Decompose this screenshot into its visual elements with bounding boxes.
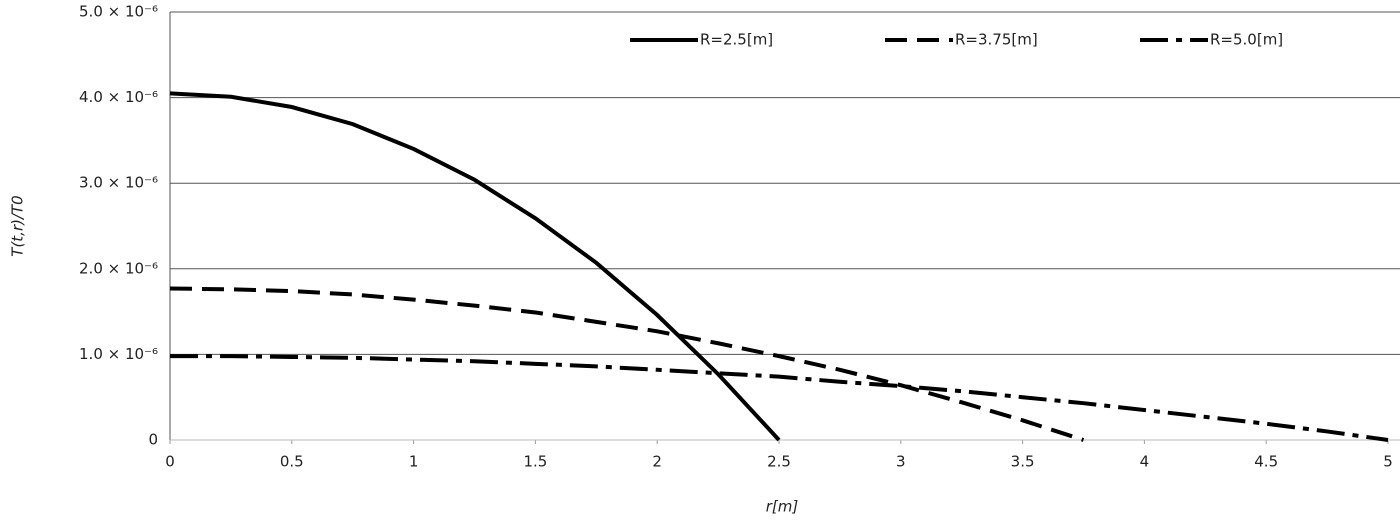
series-line bbox=[170, 354, 1389, 442]
x-tick-label: 2 bbox=[652, 453, 662, 471]
x-tick-label: 3 bbox=[896, 453, 906, 471]
y-tick-label: 4.0 × 10⁻⁶ bbox=[79, 88, 158, 106]
y-axis-label: T(t,r)/T0 bbox=[9, 195, 27, 256]
y-tick-label: 2.0 × 10⁻⁶ bbox=[79, 259, 158, 277]
legend-label: R=5.0[m] bbox=[1210, 31, 1283, 49]
series-line bbox=[169, 91, 781, 442]
legend-label: R=2.5[m] bbox=[700, 31, 773, 49]
x-tick-label: 2.5 bbox=[767, 453, 791, 471]
y-tick-label: 5.0 × 10⁻⁶ bbox=[79, 3, 158, 21]
x-tick-label: 1.5 bbox=[523, 453, 547, 471]
x-tick-label: 4 bbox=[1140, 453, 1150, 471]
y-tick-label: 1.0 × 10⁻⁶ bbox=[79, 345, 158, 363]
series-line bbox=[169, 286, 1085, 442]
x-tick-label: 0.5 bbox=[280, 453, 304, 471]
x-tick-label: 4.5 bbox=[1254, 453, 1278, 471]
x-tick-label: 3.5 bbox=[1011, 453, 1035, 471]
x-axis-label: r[m] bbox=[766, 498, 799, 516]
y-tick-label: 0 bbox=[148, 431, 158, 449]
x-tick-label: 5 bbox=[1383, 453, 1393, 471]
y-tick-label: 3.0 × 10⁻⁶ bbox=[79, 174, 158, 192]
legend-label: R=3.75[m] bbox=[955, 31, 1038, 49]
x-tick-label: 1 bbox=[409, 453, 419, 471]
x-tick-label: 0 bbox=[165, 453, 175, 471]
